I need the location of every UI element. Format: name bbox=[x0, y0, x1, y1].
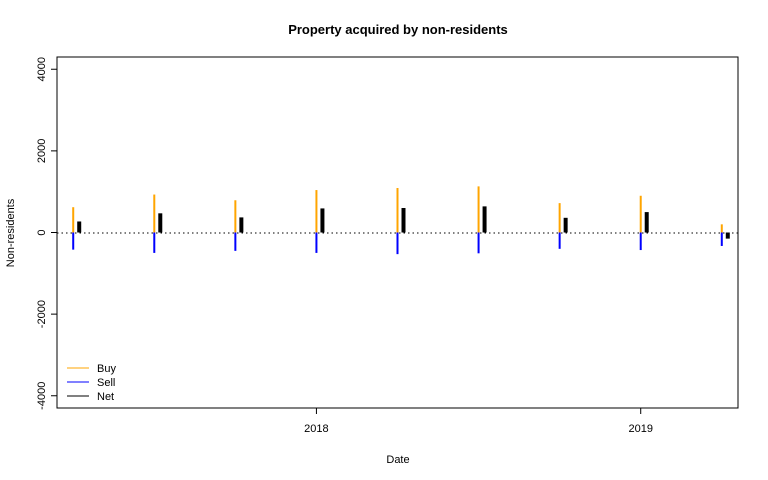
y-tick-label: -2000 bbox=[36, 300, 48, 328]
bars bbox=[72, 186, 730, 255]
x-tick-label: 2019 bbox=[628, 423, 652, 435]
y-axis: -4000 -2000 0 2000 4000 bbox=[36, 57, 57, 410]
legend-label-buy: Buy bbox=[97, 363, 116, 375]
x-axis-label: Date bbox=[386, 454, 409, 466]
y-tick-label: -4000 bbox=[36, 382, 48, 410]
legend-label-sell: Sell bbox=[97, 377, 115, 389]
x-tick-label: 2018 bbox=[304, 423, 328, 435]
x-axis: 2018 2019 bbox=[304, 408, 653, 435]
y-tick-label: 0 bbox=[36, 229, 48, 235]
chart-title: Property acquired by non-residents bbox=[288, 22, 508, 37]
y-axis-label: Non-residents bbox=[5, 198, 17, 267]
y-tick-label: 4000 bbox=[36, 57, 48, 81]
legend: Buy Sell Net bbox=[67, 363, 116, 403]
y-tick-label: 2000 bbox=[36, 139, 48, 163]
legend-label-net: Net bbox=[97, 391, 114, 403]
